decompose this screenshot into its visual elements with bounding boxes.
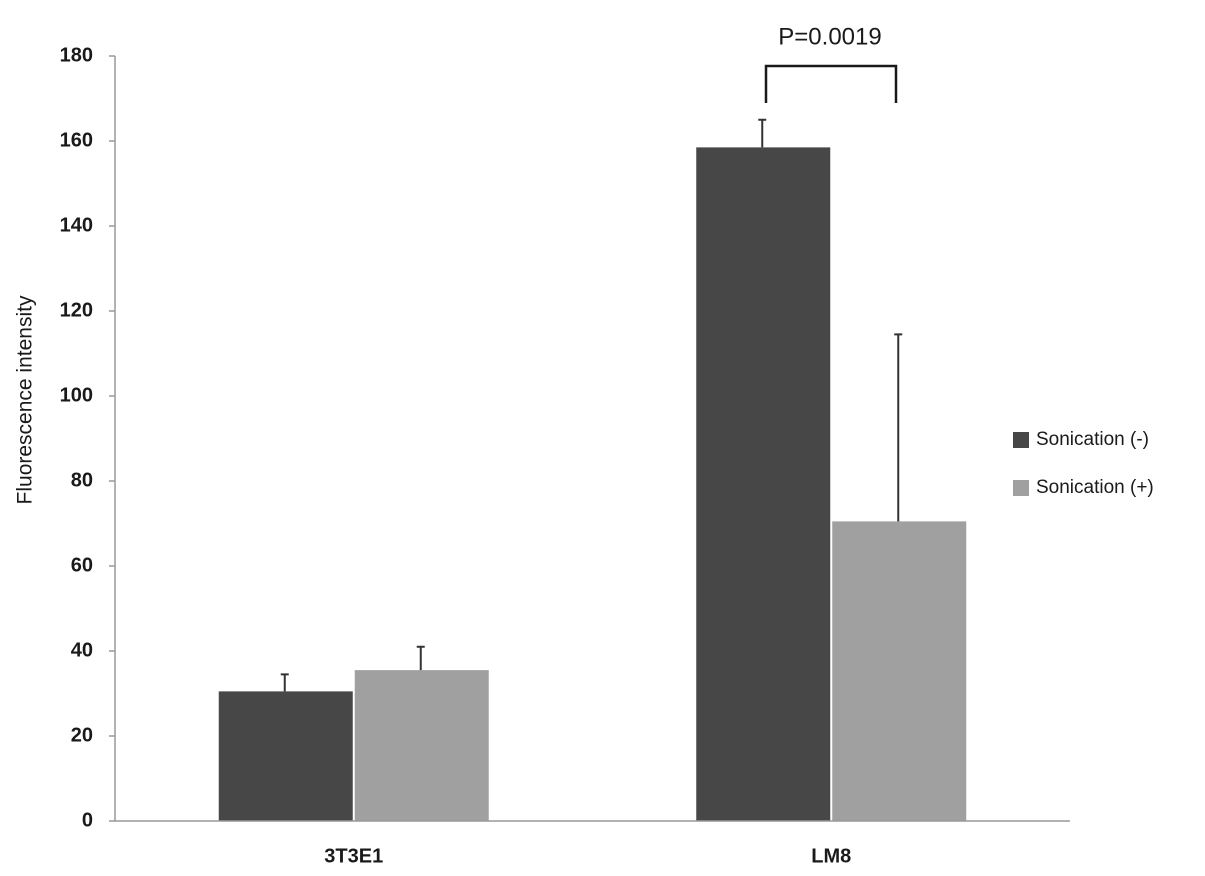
x-tick-label: LM8 — [811, 845, 851, 867]
bar — [354, 670, 489, 821]
y-axis-title: Fluorescence intensity — [14, 295, 37, 504]
y-tick-label: 20 — [71, 724, 93, 746]
y-tick-label: 160 — [60, 129, 93, 151]
error-bar — [758, 118, 767, 148]
error-bar — [280, 673, 289, 692]
y-tick-label: 180 — [60, 44, 93, 66]
legend-swatch — [1013, 480, 1029, 496]
x-tick-label: 3T3E1 — [324, 845, 383, 867]
legend-swatch — [1013, 432, 1029, 448]
significance-bracket — [764, 64, 898, 103]
error-bar — [894, 333, 903, 522]
y-tick-label: 100 — [60, 384, 93, 406]
y-tick-label: 80 — [71, 469, 93, 491]
bar — [218, 691, 353, 821]
y-tick-label: 120 — [60, 299, 93, 321]
bar — [832, 521, 967, 821]
y-tick-label: 140 — [60, 214, 93, 236]
y-tick-label: 0 — [82, 809, 93, 831]
legend-label: Sonication (+) — [1036, 477, 1154, 498]
y-tick-label: 40 — [71, 639, 93, 661]
error-bar — [416, 645, 425, 671]
bar — [696, 147, 831, 821]
legend-label: Sonication (-) — [1036, 429, 1149, 450]
annotation: P=0.0019 — [778, 23, 881, 50]
y-tick-label: 60 — [71, 554, 93, 576]
